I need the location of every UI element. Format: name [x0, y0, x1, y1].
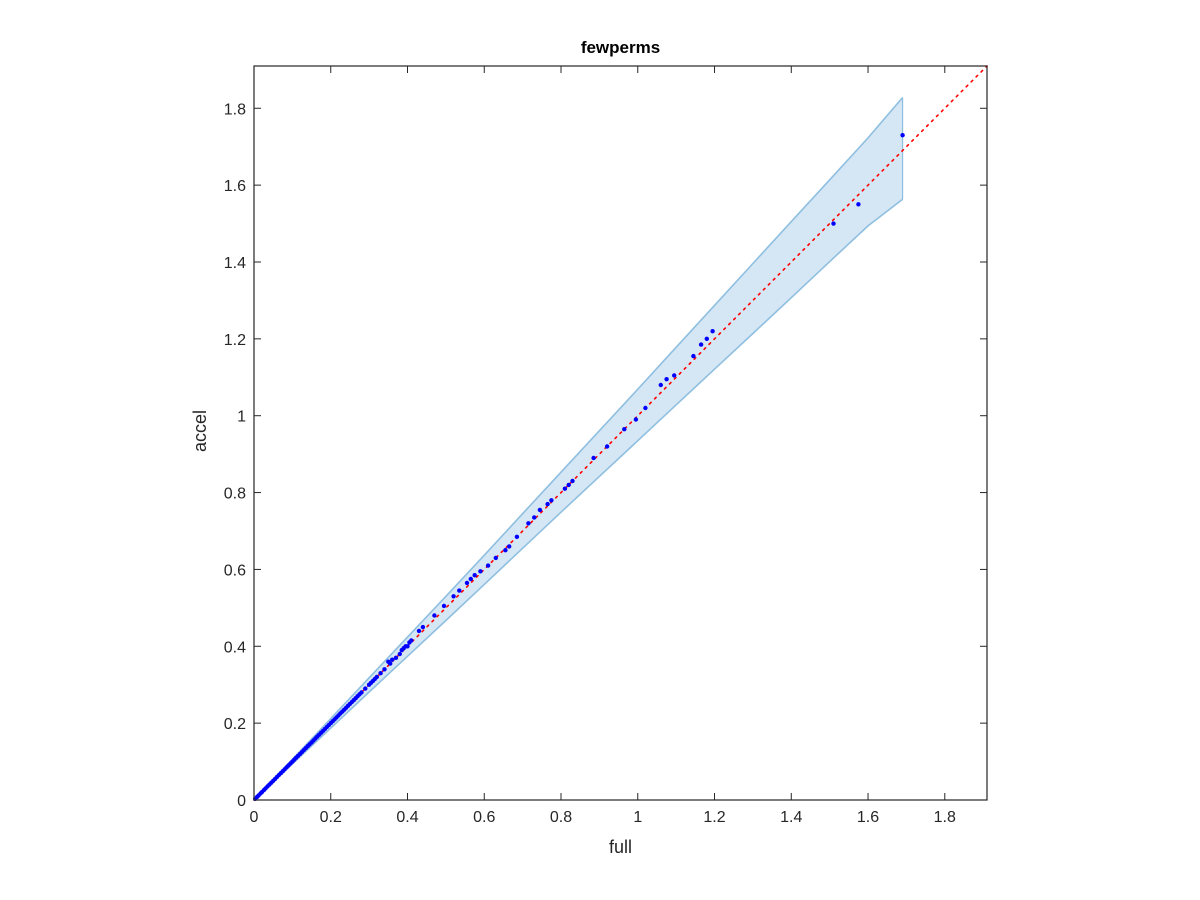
data-point	[691, 353, 696, 359]
data-point	[698, 342, 704, 347]
data-point	[363, 686, 368, 691]
identity-reference-line	[253, 65, 988, 801]
data-point	[545, 501, 550, 507]
data-point	[388, 661, 393, 666]
data-point	[566, 482, 571, 488]
x-tick-label: 1.8	[934, 809, 956, 826]
x-tick-label: 1.4	[780, 809, 802, 826]
data-point	[591, 455, 596, 461]
y-tick-label: 0.2	[224, 716, 246, 733]
data-point	[472, 573, 477, 578]
y-tick-label: 1.6	[224, 178, 246, 195]
data-point	[633, 417, 639, 422]
data-point	[374, 674, 379, 680]
tick-labels: 0 0.2 0.4 0.6 0.8 1 1.2 1.4 1.6 1.8 0 0.2 0.4 0.6 0.8 1…	[224, 101, 956, 826]
data-point	[658, 382, 663, 388]
data-point	[397, 651, 402, 657]
data-point	[378, 671, 383, 676]
data-point	[537, 507, 543, 513]
data-point	[468, 576, 473, 582]
data-point	[672, 373, 677, 378]
data-point	[393, 655, 399, 660]
data-point	[604, 444, 610, 449]
data-point	[405, 644, 410, 649]
data-point	[390, 657, 395, 662]
plot-area	[253, 65, 988, 801]
y-tick-label: 0.8	[224, 486, 246, 503]
data-point	[532, 515, 537, 520]
axes-box	[253, 65, 988, 801]
data-point	[526, 521, 531, 526]
x-tick-label: 0.6	[473, 809, 495, 826]
x-tick-label: 1	[633, 809, 642, 826]
data-point	[503, 548, 508, 553]
x-axis-label: full	[609, 837, 632, 857]
data-point	[416, 628, 422, 634]
chart-title: fewperms	[581, 38, 660, 57]
data-point	[441, 603, 447, 609]
data-point	[704, 336, 709, 341]
data-point	[420, 624, 426, 630]
y-tick-label: 1.8	[224, 101, 246, 118]
x-tick-label: 0.2	[320, 809, 342, 826]
y-tick-label: 1.2	[224, 332, 246, 349]
data-point	[831, 221, 836, 226]
axes	[253, 65, 988, 801]
y-tick-label: 1.4	[224, 255, 246, 272]
confidence-band	[254, 97, 903, 800]
data-point	[562, 486, 568, 491]
x-tick-label: 0	[250, 809, 259, 826]
data-point	[549, 498, 554, 503]
data-point	[507, 544, 512, 549]
data-point	[464, 580, 470, 586]
data-point	[664, 377, 669, 382]
data-point	[409, 638, 414, 643]
data-point	[570, 478, 575, 484]
x-tick-label: 0.8	[550, 809, 572, 826]
data-point	[514, 534, 520, 539]
y-tick-label: 0.4	[224, 639, 246, 656]
data-point	[493, 555, 498, 561]
band-lower-edge	[253, 198, 904, 801]
data-point	[478, 569, 483, 574]
data-point	[382, 667, 387, 672]
x-tick-label: 1.2	[703, 809, 725, 826]
data-point	[856, 202, 861, 207]
x-tick-label: 0.4	[396, 809, 418, 826]
y-axis-label: accel	[190, 410, 210, 452]
data-point	[643, 405, 648, 411]
data-point	[900, 133, 905, 138]
y-tick-label: 1	[237, 409, 246, 426]
data-point	[622, 427, 627, 432]
x-tick-label: 1.6	[857, 809, 879, 826]
data-point	[451, 594, 456, 599]
data-point	[457, 588, 462, 593]
data-point	[432, 613, 437, 618]
data-point	[710, 329, 715, 334]
band-upper-edge	[253, 96, 904, 801]
y-tick-label: 0	[237, 793, 246, 810]
data-point	[485, 563, 491, 568]
data-point	[359, 690, 364, 695]
y-tick-label: 0.6	[224, 562, 246, 579]
